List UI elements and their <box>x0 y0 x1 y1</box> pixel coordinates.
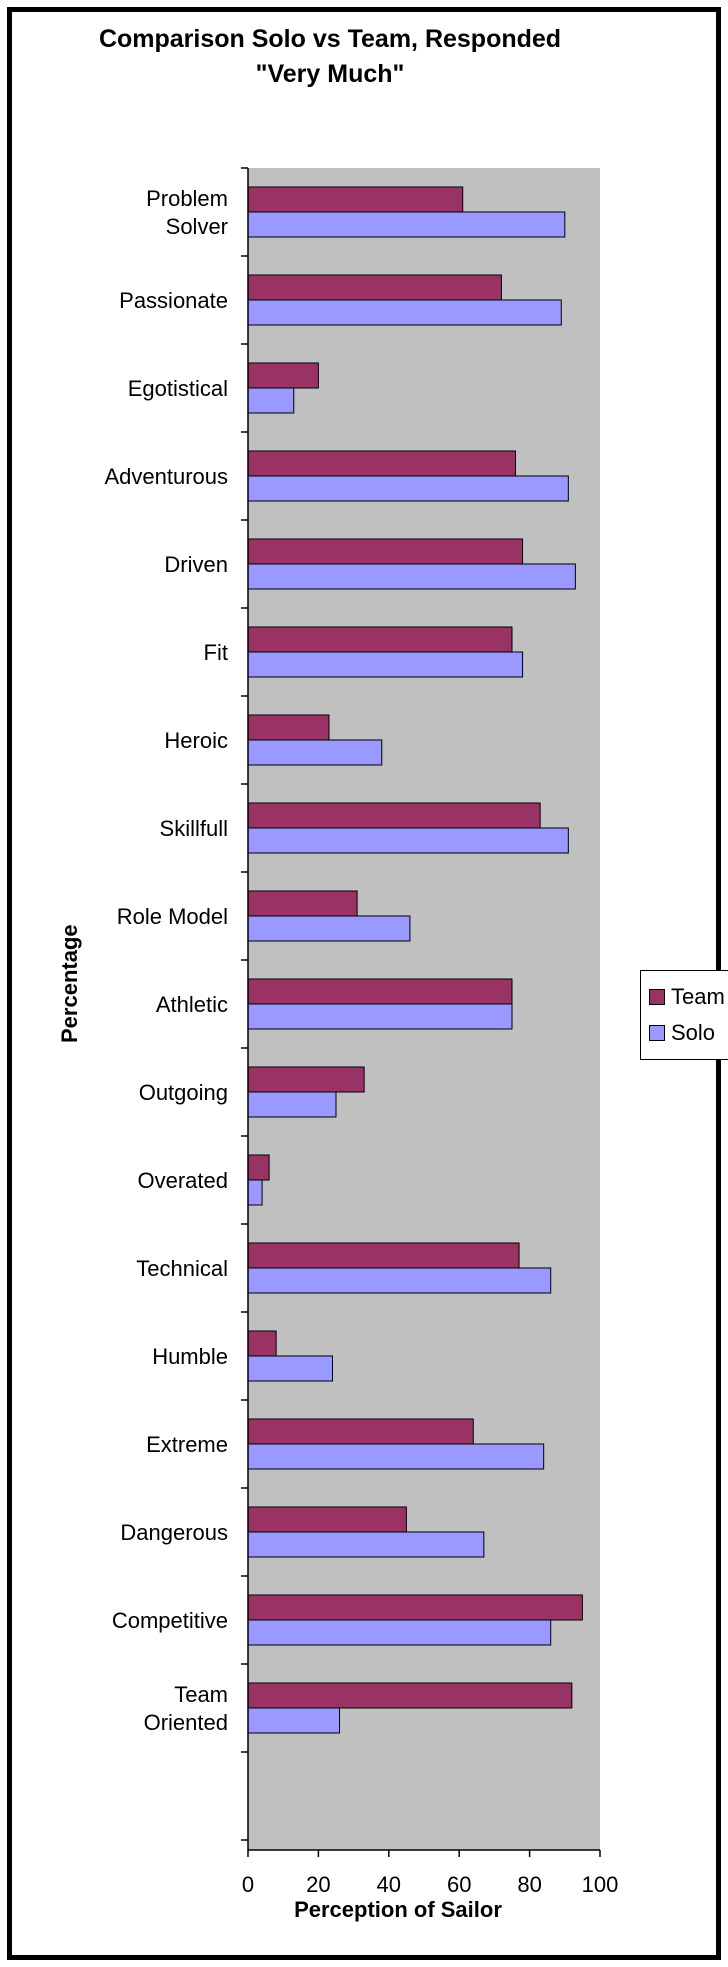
bar-team-driven <box>247 538 524 565</box>
bar-solo-fit <box>247 651 524 678</box>
bar-team-problem-solver <box>247 186 464 213</box>
category-label: Heroic <box>164 728 228 753</box>
category-label: Problem Solver <box>146 186 228 239</box>
bar-solo-role-model <box>247 915 411 942</box>
legend-item-team: Team <box>649 983 725 1011</box>
bars-group <box>247 186 583 1734</box>
category-label: Role Model <box>117 904 228 929</box>
bar-solo-dangerous <box>247 1531 485 1558</box>
bar-solo-heroic <box>247 739 383 766</box>
legend-item-solo: Solo <box>649 1019 715 1047</box>
category-label: Team Oriented <box>144 1682 228 1735</box>
category-label: Extreme <box>146 1432 228 1457</box>
bar-team-role-model <box>247 890 358 917</box>
category-label: Adventurous <box>104 464 228 489</box>
legend-swatch-solo <box>649 1025 665 1041</box>
tick-labels: 0 20 40 60 80 100 <box>242 1872 618 1897</box>
bar-team-outgoing <box>247 1066 365 1093</box>
category-label: Passionate <box>119 288 228 313</box>
bar-solo-technical <box>247 1267 552 1294</box>
legend-label-team: Team <box>671 984 725 1009</box>
bar-team-extreme <box>247 1418 474 1445</box>
category-label: Competitive <box>112 1608 228 1633</box>
bar-solo-problem-solver <box>247 211 566 238</box>
bar-team-overated <box>247 1154 270 1181</box>
x-axis-title: Perception of Sailor <box>294 1897 502 1922</box>
bar-team-competitive <box>247 1594 583 1621</box>
bar-team-egotistical <box>247 362 319 389</box>
bar-solo-adventurous <box>247 475 569 502</box>
bar-team-humble <box>247 1330 277 1357</box>
bar-team-dangerous <box>247 1506 407 1533</box>
category-labels: Problem Solver Passionate Egotistical Advent… <box>104 186 228 1735</box>
chart-title: Comparison Solo vs Team, Responded "Very… <box>98 25 562 88</box>
bar-solo-egotistical <box>247 387 295 414</box>
bar-team-team-oriented <box>247 1682 573 1709</box>
category-label: Fit <box>204 640 228 665</box>
x-tick-label: 100 <box>582 1872 619 1897</box>
category-label: Overated <box>138 1168 229 1193</box>
axes-group <box>241 167 601 1857</box>
bar-team-heroic <box>247 714 330 741</box>
bar-solo-extreme <box>247 1443 545 1470</box>
bar-team-passionate <box>247 274 502 301</box>
bar-team-skillfull <box>247 802 541 829</box>
legend-label-solo: Solo <box>671 1020 716 1045</box>
bar-solo-athletic <box>247 1003 513 1030</box>
x-tick-label: 60 <box>447 1872 471 1897</box>
bar-team-fit <box>247 626 513 653</box>
bar-solo-outgoing <box>247 1091 337 1118</box>
category-label: Athletic <box>156 992 228 1017</box>
bar-team-technical <box>247 1242 520 1269</box>
bar-solo-skillfull <box>247 827 569 854</box>
category-label: Dangerous <box>120 1520 228 1545</box>
bar-solo-driven <box>247 563 576 590</box>
category-label: Skillfull <box>160 816 228 841</box>
bar-team-athletic <box>247 978 513 1005</box>
x-tick-label: 80 <box>517 1872 541 1897</box>
bar-team-adventurous <box>247 450 517 477</box>
bar-solo-overated <box>247 1179 263 1206</box>
category-label: Outgoing <box>139 1080 228 1105</box>
bar-solo-humble <box>247 1355 333 1382</box>
category-label: Humble <box>152 1344 228 1369</box>
x-tick-label: 40 <box>377 1872 401 1897</box>
bar-solo-passionate <box>247 299 562 326</box>
x-tick-label: 20 <box>306 1872 330 1897</box>
category-label: Driven <box>164 552 228 577</box>
bar-solo-competitive <box>247 1619 552 1646</box>
legend-swatch-team <box>649 989 665 1005</box>
legend: Team Solo <box>640 970 728 1060</box>
x-tick-label: 0 <box>242 1872 254 1897</box>
category-label: Egotistical <box>128 376 228 401</box>
bar-solo-team-oriented <box>247 1707 341 1734</box>
category-label: Technical <box>136 1256 228 1281</box>
